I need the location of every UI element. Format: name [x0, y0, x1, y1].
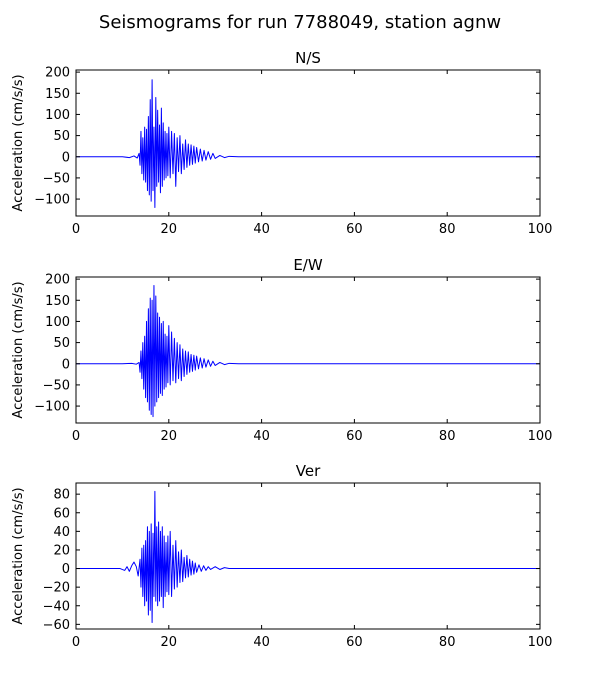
x-tick-label: 20: [161, 222, 178, 237]
x-tick-label: 40: [253, 635, 270, 650]
y-tick-label: −40: [43, 599, 70, 614]
x-tick-label: 40: [253, 429, 270, 444]
seismogram-trace: [76, 490, 540, 623]
y-tick-label: 40: [53, 525, 70, 540]
x-tick-label: 20: [161, 429, 178, 444]
y-tick-label: −50: [43, 378, 70, 393]
x-tick-label: 0: [72, 635, 80, 650]
y-tick-label: 50: [53, 129, 70, 144]
y-tick-label: 0: [62, 150, 70, 165]
y-tick-label: 100: [45, 108, 70, 123]
y-tick-label: 60: [53, 506, 70, 521]
y-tick-label: 150: [45, 294, 70, 309]
y-tick-label: 100: [45, 315, 70, 330]
x-tick-label: 60: [346, 222, 363, 237]
axes-title: E/W: [293, 256, 323, 274]
y-tick-label: −100: [34, 400, 70, 415]
x-tick-label: 80: [439, 429, 456, 444]
x-tick-label: 60: [346, 429, 363, 444]
x-tick-label: 0: [72, 222, 80, 237]
axes-root: N/S Acceleration (cm/s/s) 0 20 40 60 80 100 −100…: [11, 49, 552, 650]
y-axis-label: Acceleration (cm/s/s): [11, 74, 26, 211]
figure-title: Seismograms for run 7788049, station agn…: [99, 12, 501, 33]
axes-panel-3: Ver Acceleration (cm/s/s) 0 20 40 60 80 100 −60 −…: [11, 462, 552, 650]
y-tick-label: 80: [53, 488, 70, 503]
seismogram-trace: [76, 284, 540, 418]
x-tick-label: 0: [72, 429, 80, 444]
y-tick-label: 0: [62, 562, 70, 577]
y-tick-label: 200: [45, 273, 70, 288]
y-axis-label: Acceleration (cm/s/s): [11, 487, 26, 624]
y-tick-label: 0: [62, 357, 70, 372]
x-tick-label: 40: [253, 222, 270, 237]
y-tick-label: −100: [34, 193, 70, 208]
y-tick-label: −20: [43, 581, 70, 596]
x-tick-label: 100: [528, 222, 553, 237]
axes-panel-2: E/W Acceleration (cm/s/s) 0 20 40 60 80 100 −100…: [11, 256, 552, 444]
axes-title: Ver: [296, 462, 321, 480]
x-tick-label: 60: [346, 635, 363, 650]
x-tick-label: 80: [439, 222, 456, 237]
axes-frame: [75, 482, 541, 630]
y-tick-label: 200: [45, 66, 70, 81]
axes-title: N/S: [295, 49, 321, 67]
seismogram-trace: [76, 79, 540, 209]
x-tick-label: 100: [528, 429, 553, 444]
y-tick-label: −50: [43, 171, 70, 186]
y-tick-label: 50: [53, 336, 70, 351]
y-axis-label: Acceleration (cm/s/s): [11, 281, 26, 418]
x-tick-label: 80: [439, 635, 456, 650]
axes-frame: [75, 69, 541, 217]
y-tick-label: 20: [53, 543, 70, 558]
y-tick-label: −60: [43, 618, 70, 633]
axes-panel-1: N/S Acceleration (cm/s/s) 0 20 40 60 80 100 −100…: [11, 49, 552, 237]
x-tick-label: 20: [161, 635, 178, 650]
y-tick-label: 150: [45, 87, 70, 102]
axes-frame: [75, 276, 541, 424]
x-tick-label: 100: [528, 635, 553, 650]
